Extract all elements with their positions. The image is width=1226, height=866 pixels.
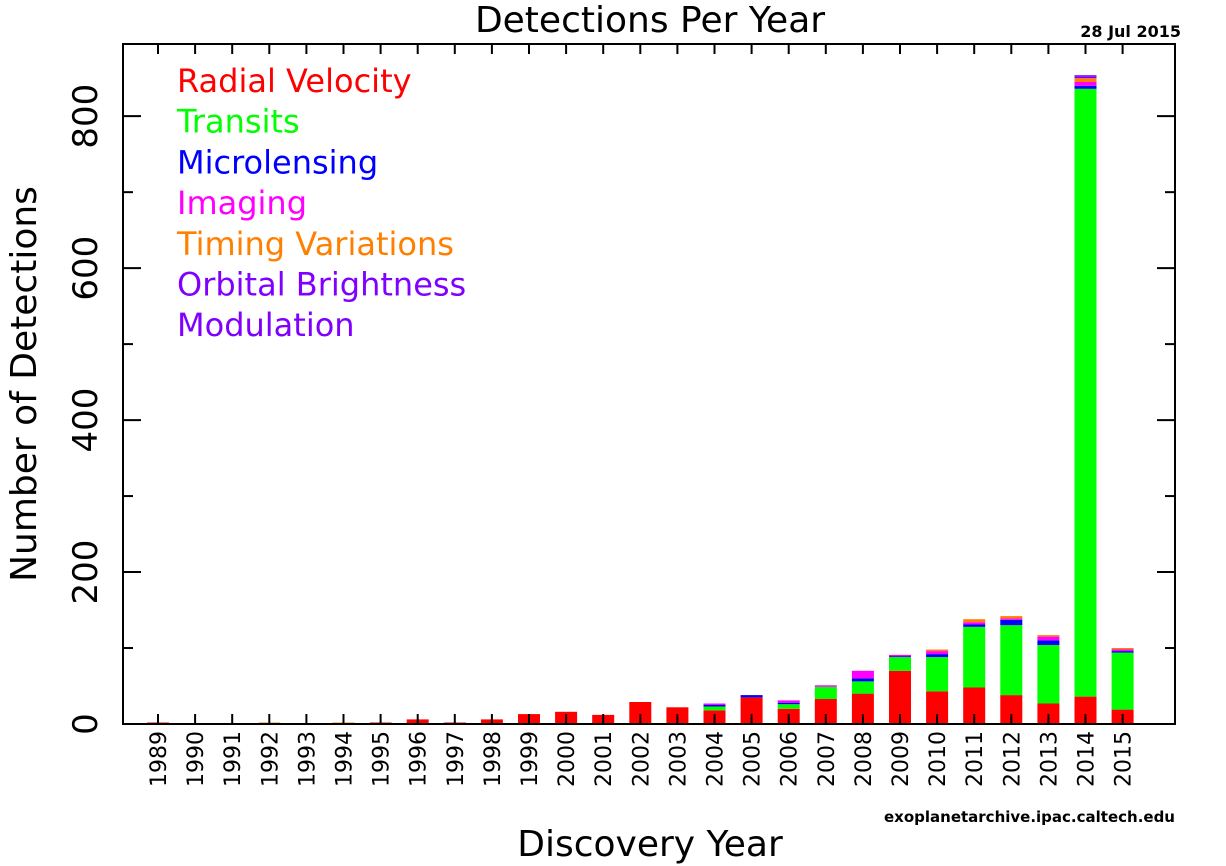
bar-segment-2015-3: [1111, 649, 1134, 651]
bar-segment-2012-2: [1000, 619, 1023, 626]
bar-segment-2004-3: [703, 703, 726, 705]
y-tick-label: 0: [66, 713, 106, 735]
bar-segment-2015-4: [1111, 648, 1134, 650]
x-tick-label: 2009: [889, 731, 914, 787]
chart-date: 28 Jul 2015: [1080, 22, 1181, 41]
bar-segment-2012-1: [1000, 625, 1023, 696]
bar-segment-2013-4: [1037, 635, 1060, 637]
bar-segment-2014-2: [1074, 85, 1097, 89]
x-tick-label: 1996: [407, 731, 432, 787]
x-tick-label: 2007: [815, 731, 840, 787]
legend: Radial VelocityTransitsMicrolensingImagi…: [176, 62, 466, 344]
x-tick-label: 2004: [704, 731, 729, 787]
bar-segment-2010-0: [926, 691, 949, 724]
bar-segment-2011-1: [963, 626, 986, 688]
x-tick-label: 1997: [444, 731, 469, 787]
bar-segment-2015-2: [1111, 651, 1134, 653]
bar-segment-2012-0: [1000, 695, 1023, 724]
bar-segment-2014-1: [1074, 88, 1097, 697]
bar-segment-2011-4: [963, 619, 986, 623]
x-tick-label: 1992: [258, 731, 283, 787]
bar-segment-2009-3: [889, 654, 911, 657]
bar-segment-2011-2: [963, 624, 986, 627]
legend-entry: Radial Velocity: [177, 62, 412, 100]
x-tick-label: 2008: [852, 731, 877, 787]
bar-segment-2008-1: [851, 681, 874, 694]
bar-segment-2011-3: [963, 622, 986, 625]
bar-segment-2012-3: [1000, 618, 1023, 620]
legend-entry: Orbital Brightness: [177, 266, 466, 304]
x-tick-label: 2002: [629, 731, 654, 787]
axes-layer: 0 200 400 600 800 1989 1990 1991 1992 1993 1994 199…: [66, 43, 1176, 787]
bar-segment-2010-2: [926, 654, 949, 658]
x-tick-label: 1989: [147, 731, 172, 787]
bar-segment-2013-3: [1037, 636, 1060, 641]
x-tick-label: 2006: [778, 731, 803, 787]
bar-segment-2015-1: [1111, 652, 1134, 710]
source-credit: exoplanetarchive.ipac.caltech.edu: [884, 808, 1175, 826]
bar-segment-2005-2: [740, 695, 763, 698]
bar-segment-2007-3: [814, 685, 837, 687]
bar-segment-2010-4: [926, 649, 949, 651]
bar-segment-2014-5: [1074, 76, 1097, 79]
bar-segment-2004-1: [703, 706, 726, 711]
chart-title: Detections Per Year: [475, 0, 825, 41]
legend-entry: Microlensing: [177, 143, 378, 181]
x-tick-label: 2013: [1037, 731, 1062, 787]
bar-segment-2014-6: [1074, 75, 1097, 77]
x-tick-label: 1994: [333, 731, 358, 787]
legend-entry: Transits: [176, 103, 300, 141]
bar-segment-2014-4: [1074, 78, 1097, 82]
bar-segment-2006-1: [777, 704, 800, 709]
bar-segment-2009-0: [889, 670, 911, 724]
plot-frame: [122, 43, 1176, 725]
x-tick-label: 2000: [555, 731, 580, 787]
x-tick-label: 2015: [1112, 731, 1137, 787]
bar-segment-2007-1: [814, 686, 837, 699]
bar-segment-2014-3: [1074, 82, 1097, 86]
bar-segment-2007-0: [814, 698, 837, 724]
x-axis-label: Discovery Year: [517, 824, 783, 865]
bar-segment-2008-0: [851, 693, 874, 724]
x-tick-label: 1991: [221, 731, 246, 787]
x-tick-label: 1999: [518, 731, 543, 787]
bar-segment-2008-3: [851, 670, 874, 679]
x-tick-label: 1993: [295, 731, 320, 787]
x-tick-label: 2014: [1075, 731, 1100, 787]
legend-entry: Imaging: [177, 184, 307, 222]
x-tick-label: 1990: [184, 731, 209, 787]
x-tick-label: 1998: [481, 731, 506, 787]
y-axis-label: Number of Detections: [4, 186, 45, 582]
bar-segment-2012-4: [1000, 616, 1023, 619]
y-tick-label: 800: [66, 84, 106, 149]
bars-layer: [147, 75, 1134, 724]
bar-segment-2005-0: [740, 697, 763, 724]
bar-segment-2014-0: [1074, 696, 1097, 724]
legend-entry: Modulation: [177, 306, 355, 344]
bar-segment-2013-1: [1037, 645, 1060, 704]
x-tick-label: 2012: [1000, 731, 1025, 787]
x-tick-label: 2001: [592, 731, 617, 787]
x-tick-label: 2003: [666, 731, 691, 787]
bar-segment-2010-3: [926, 651, 949, 655]
bar-segment-2013-2: [1037, 640, 1060, 645]
bar-segment-2011-0: [963, 687, 986, 724]
bar-segment-2013-0: [1037, 703, 1060, 724]
x-tick-label: 2010: [926, 731, 951, 787]
legend-entry: Timing Variations: [176, 225, 454, 263]
y-tick-label: 600: [66, 236, 106, 301]
x-tick-label: 2005: [741, 731, 766, 787]
x-tick-label: 1995: [370, 731, 395, 787]
bar-segment-2006-3: [777, 700, 800, 703]
bar-segment-2002-0: [629, 702, 652, 724]
bar-segment-2009-1: [889, 657, 911, 671]
y-tick-label: 200: [66, 540, 106, 605]
bar-segment-2004-2: [703, 705, 726, 707]
bar-segment-2006-2: [777, 702, 800, 705]
y-tick-label: 400: [66, 388, 106, 453]
bar-segment-2010-1: [926, 657, 949, 692]
bar-segment-2008-2: [851, 678, 874, 682]
x-tick-label: 2011: [963, 731, 988, 787]
